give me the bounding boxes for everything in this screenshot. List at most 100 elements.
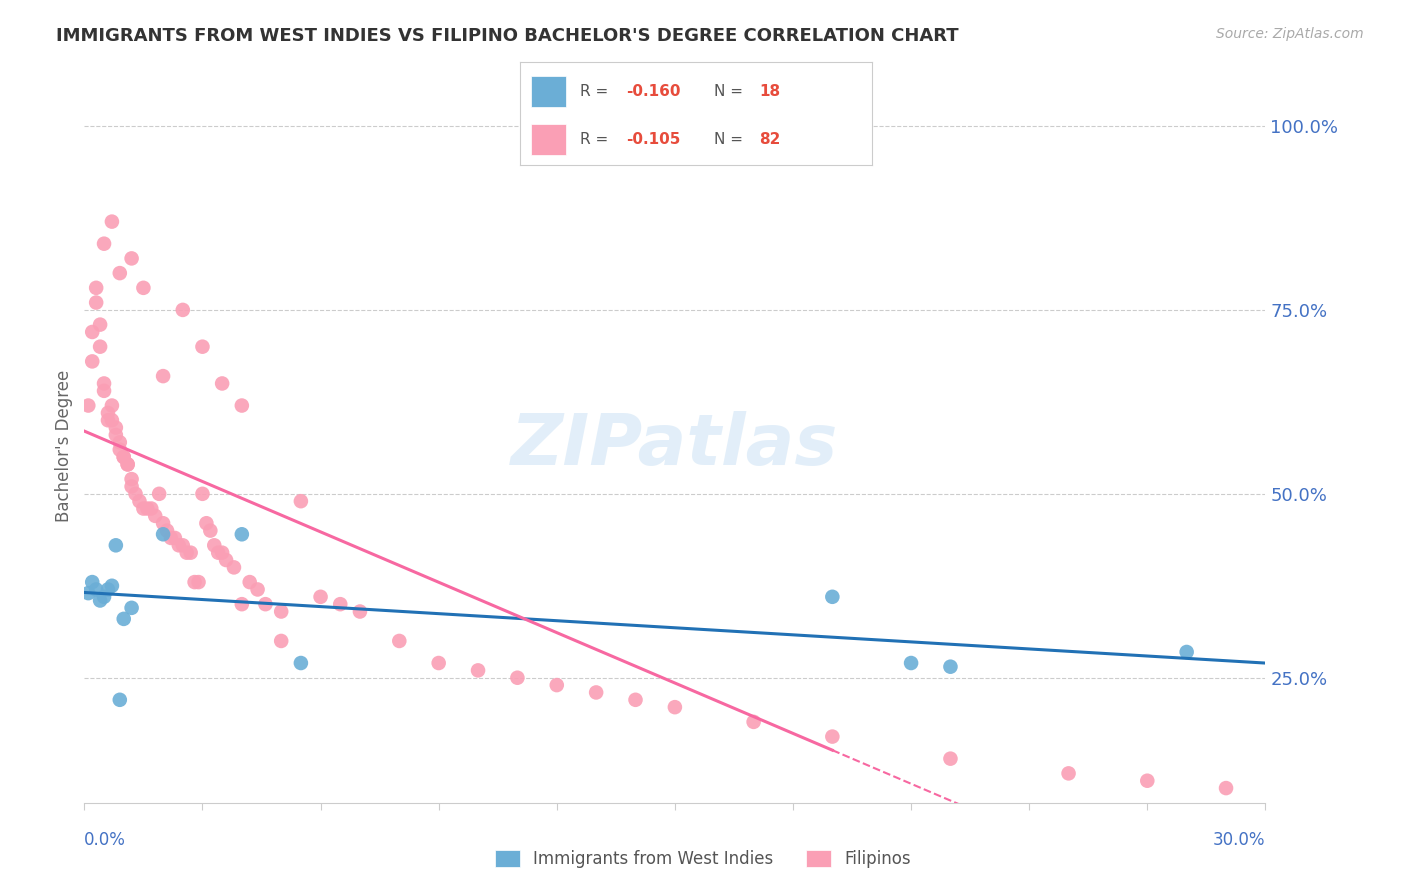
- Point: [112, 450, 135, 464]
- Point: [349, 605, 371, 619]
- Y-axis label: Bachelor's Degree: Bachelor's Degree: [55, 370, 73, 522]
- Text: 82: 82: [759, 132, 780, 147]
- Point: [84, 582, 107, 597]
- Text: -0.105: -0.105: [626, 132, 681, 147]
- Point: [104, 420, 127, 434]
- Point: [82, 325, 104, 339]
- Point: [172, 302, 194, 317]
- Text: Source: ZipAtlas.com: Source: ZipAtlas.com: [1216, 27, 1364, 41]
- Point: [156, 524, 179, 538]
- Text: N =: N =: [714, 84, 748, 99]
- Point: [152, 527, 174, 541]
- Point: [101, 579, 124, 593]
- Point: [388, 634, 411, 648]
- Point: [117, 458, 139, 472]
- Text: IMMIGRANTS FROM WEST INDIES VS FILIPINO BACHELOR'S DEGREE CORRELATION CHART: IMMIGRANTS FROM WEST INDIES VS FILIPINO …: [56, 27, 959, 45]
- Point: [167, 538, 190, 552]
- Point: [939, 752, 962, 766]
- Point: [108, 693, 131, 707]
- Point: [821, 730, 844, 744]
- Point: [97, 582, 120, 597]
- Point: [546, 678, 568, 692]
- Point: [121, 472, 143, 486]
- Point: [160, 531, 183, 545]
- Point: [1215, 781, 1237, 796]
- Point: [742, 714, 765, 729]
- Point: [108, 435, 131, 450]
- Point: [1136, 773, 1159, 788]
- Point: [93, 590, 115, 604]
- Point: [77, 586, 100, 600]
- Point: [211, 376, 233, 391]
- Point: [939, 659, 962, 673]
- Point: [104, 428, 127, 442]
- Point: [128, 494, 150, 508]
- Point: [187, 575, 209, 590]
- Point: [112, 612, 135, 626]
- Point: [427, 656, 450, 670]
- Point: [132, 281, 155, 295]
- Point: [222, 560, 245, 574]
- Point: [231, 597, 253, 611]
- Point: [89, 593, 111, 607]
- Point: [89, 340, 111, 354]
- Text: ZIPatlas: ZIPatlas: [512, 411, 838, 481]
- FancyBboxPatch shape: [531, 124, 567, 155]
- Point: [191, 340, 214, 354]
- Text: R =: R =: [581, 84, 613, 99]
- Point: [77, 399, 100, 413]
- Point: [84, 281, 107, 295]
- Point: [89, 318, 111, 332]
- Point: [309, 590, 332, 604]
- Point: [467, 664, 489, 678]
- Point: [152, 369, 174, 384]
- Point: [270, 634, 292, 648]
- Text: N =: N =: [714, 132, 748, 147]
- Point: [141, 501, 163, 516]
- Point: [200, 524, 222, 538]
- Point: [180, 546, 202, 560]
- Point: [93, 236, 115, 251]
- Point: [148, 487, 170, 501]
- Point: [108, 266, 131, 280]
- Point: [900, 656, 922, 670]
- Point: [191, 487, 214, 501]
- Point: [121, 479, 143, 493]
- Point: [101, 399, 124, 413]
- Point: [82, 354, 104, 368]
- Point: [163, 531, 186, 545]
- Text: R =: R =: [581, 132, 613, 147]
- Point: [183, 575, 205, 590]
- Point: [290, 656, 312, 670]
- Point: [101, 214, 124, 228]
- FancyBboxPatch shape: [531, 76, 567, 106]
- Point: [821, 590, 844, 604]
- Point: [254, 597, 277, 611]
- Point: [132, 501, 155, 516]
- Point: [93, 376, 115, 391]
- Text: -0.160: -0.160: [626, 84, 681, 99]
- Point: [506, 671, 529, 685]
- Point: [97, 406, 120, 420]
- Point: [207, 546, 229, 560]
- Point: [211, 546, 233, 560]
- Point: [585, 685, 607, 699]
- Point: [104, 538, 127, 552]
- Point: [82, 575, 104, 590]
- Point: [121, 252, 143, 266]
- Point: [152, 516, 174, 531]
- Point: [101, 413, 124, 427]
- Point: [108, 442, 131, 457]
- Point: [215, 553, 238, 567]
- Point: [1057, 766, 1080, 780]
- Point: [195, 516, 218, 531]
- Point: [93, 384, 115, 398]
- Point: [97, 413, 120, 427]
- Point: [270, 605, 292, 619]
- Legend: Immigrants from West Indies, Filipinos: Immigrants from West Indies, Filipinos: [488, 843, 918, 875]
- Point: [290, 494, 312, 508]
- Point: [172, 538, 194, 552]
- Point: [136, 501, 159, 516]
- Point: [112, 450, 135, 464]
- Point: [664, 700, 686, 714]
